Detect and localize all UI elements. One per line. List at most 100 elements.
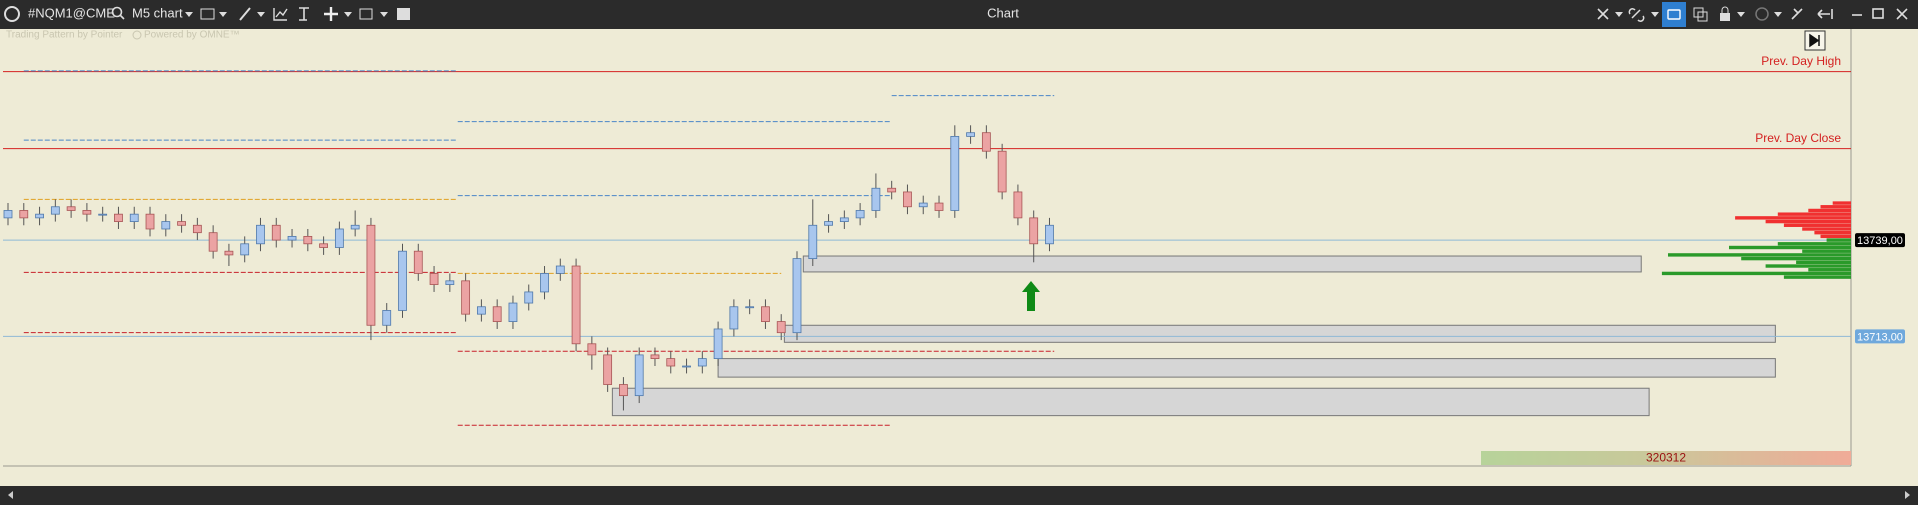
candle-body	[114, 213, 123, 222]
watermark: Powered by OMNE™	[144, 30, 240, 41]
candle-body	[839, 217, 849, 222]
screenshot-button[interactable]	[1662, 2, 1686, 27]
toolbar	[0, 0, 1918, 29]
candle-body	[50, 206, 60, 215]
lock-icon[interactable]	[1720, 13, 1730, 21]
candle-body	[540, 273, 549, 293]
layout-icon[interactable]	[397, 8, 410, 20]
volume-profile-bar	[1661, 271, 1851, 276]
price-label-bg	[1855, 233, 1905, 248]
level-label: Prev. Day High	[1761, 54, 1841, 68]
lock-shackle	[1721, 6, 1729, 13]
status-icon[interactable]	[1755, 7, 1769, 21]
candle-body	[887, 187, 897, 193]
dropdown-arrow[interactable]	[257, 12, 265, 17]
symbol[interactable]: #NQM1@CME	[28, 5, 115, 20]
link-icon[interactable]	[1628, 8, 1645, 22]
volume-profile-bar	[1741, 256, 1851, 261]
volume-profile-bar	[1735, 216, 1851, 220]
candle-body	[334, 228, 344, 248]
candle-body	[476, 306, 486, 315]
candle-body	[66, 206, 76, 211]
dropdown-arrow[interactable]	[185, 12, 193, 17]
pin-icon[interactable]	[1817, 9, 1833, 19]
candle-body	[492, 306, 502, 322]
app-logo[interactable]	[4, 6, 20, 22]
level-label: Prev. Day Close	[1755, 131, 1841, 145]
volume-profile-bar	[1668, 253, 1851, 257]
maximize-button[interactable]	[1872, 8, 1884, 19]
crosshair-icon[interactable]	[324, 7, 338, 21]
volume-profile-bar	[1783, 275, 1851, 279]
volume-profile-bar	[1765, 264, 1851, 268]
indicator-icon[interactable]	[273, 8, 288, 21]
counter-value: 320312	[1646, 451, 1686, 465]
candle-body	[1029, 217, 1039, 245]
candle-body	[98, 213, 108, 216]
draw-icon[interactable]	[239, 7, 251, 21]
candle-body	[619, 384, 628, 397]
candle-body	[413, 250, 423, 274]
settings-icon[interactable]	[1791, 8, 1803, 20]
candle-body	[824, 221, 833, 226]
candle-body	[161, 221, 171, 230]
buy-signal-arrow	[1022, 281, 1040, 311]
candle-body	[966, 132, 975, 137]
volume-profile-bar	[1832, 201, 1851, 205]
volume-profile-bar	[1777, 242, 1851, 246]
candle-body	[3, 210, 13, 219]
candle-body	[319, 243, 329, 248]
dropdown-arrow[interactable]	[219, 12, 227, 17]
dropdown-arrow[interactable]	[344, 12, 352, 17]
scroll-left[interactable]	[8, 491, 13, 499]
candle-body	[35, 213, 44, 219]
volume-profile-bar	[1826, 238, 1851, 242]
volume-profile-bar	[1820, 234, 1851, 239]
camera-icon	[1667, 9, 1681, 20]
dropdown-arrow[interactable]	[380, 12, 388, 17]
price-label: 13739,00	[1857, 235, 1903, 247]
candle-body	[508, 302, 518, 322]
candle-body	[145, 213, 155, 230]
volume-profile-bar	[1783, 223, 1851, 227]
search-icon[interactable]	[111, 6, 123, 18]
candle-body	[1045, 224, 1054, 245]
volume-profile-bar	[1808, 268, 1851, 272]
object-icon[interactable]	[359, 8, 373, 20]
candle-body	[776, 321, 786, 334]
candle-body	[271, 224, 281, 241]
close-button[interactable]	[1896, 8, 1908, 20]
candle-body	[666, 358, 676, 367]
volume-profile-bar	[1777, 212, 1851, 216]
volume-profile-bar	[1820, 205, 1851, 209]
candle-body	[303, 235, 313, 245]
dropdown-arrow[interactable]	[1651, 12, 1659, 17]
counter-bar	[1481, 451, 1851, 465]
timeframe[interactable]: M5 chart	[132, 5, 183, 20]
volume-profile-bar	[1802, 227, 1851, 231]
plot: Prev. Day High Prev. Day Close 320312	[3, 29, 1905, 467]
volume-profile-bar	[1729, 245, 1851, 250]
candle-body	[745, 306, 755, 309]
candle-body	[918, 202, 928, 208]
dropdown-arrow[interactable]	[1615, 12, 1623, 17]
candle-body	[950, 135, 960, 211]
candle-body	[19, 210, 29, 219]
zone	[717, 358, 1776, 378]
volume-profile-bar	[1765, 219, 1851, 224]
template-icon[interactable]	[299, 7, 309, 21]
candle-body	[398, 250, 407, 311]
candle-body	[366, 224, 376, 326]
dropdown-arrow[interactable]	[1774, 12, 1782, 17]
dropdown-arrow[interactable]	[1737, 12, 1745, 17]
zone	[611, 387, 1650, 417]
clone-icon-back	[1697, 11, 1708, 22]
candle-body	[903, 191, 912, 208]
tool-icon[interactable]	[1597, 8, 1609, 20]
candle-body	[761, 306, 770, 322]
scrollbar[interactable]	[0, 486, 1918, 505]
scroll-right[interactable]	[1905, 491, 1910, 499]
chart-type-icon[interactable]	[200, 8, 215, 20]
